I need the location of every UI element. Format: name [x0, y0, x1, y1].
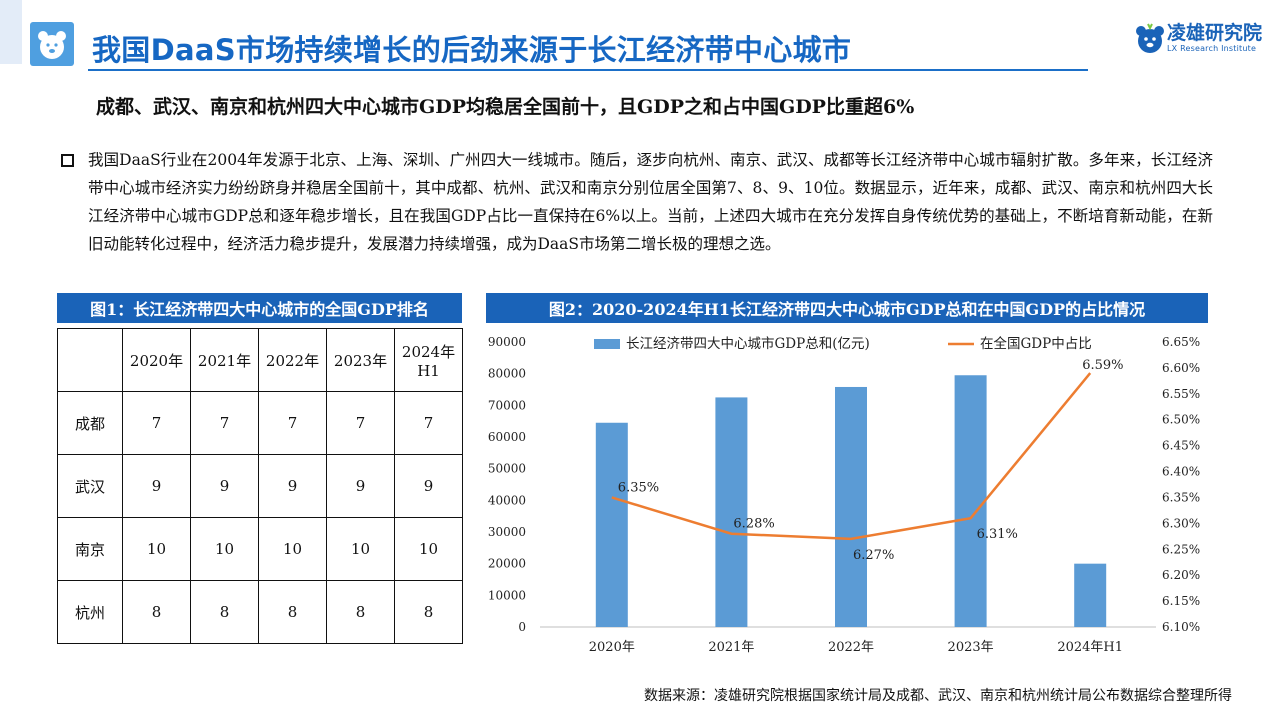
table-city-cell: 杭州 [57, 580, 123, 644]
y-right-tick-label: 6.60% [1162, 361, 1200, 375]
table-rank-cell: 7 [394, 391, 463, 455]
gdp-bar [1074, 563, 1107, 627]
table-header-year: 2021年 [190, 328, 259, 392]
table-header-year: 2022年 [258, 328, 327, 392]
share-data-label: 6.28% [733, 517, 774, 532]
y-right-tick-label: 6.10% [1162, 620, 1200, 634]
table-rank-cell: 7 [122, 391, 191, 455]
table-rank-cell: 7 [326, 391, 395, 455]
x-tick-label: 2021年 [708, 640, 754, 655]
x-tick-label: 2024年H1 [1057, 640, 1123, 655]
share-data-label: 6.27% [853, 548, 894, 563]
y-right-tick-label: 6.40% [1162, 465, 1200, 479]
brand-logo: 凌雄研究院 LX Research Institute [1133, 22, 1262, 54]
y-right-tick-label: 6.65% [1162, 335, 1200, 349]
table-rank-cell: 9 [122, 454, 191, 518]
table-rank-cell: 8 [190, 580, 259, 644]
y-left-tick-label: 70000 [488, 398, 526, 412]
page-title: 我国DaaS市场持续增长的后劲来源于长江经济带中心城市 [92, 33, 852, 67]
y-right-tick-label: 6.45% [1162, 439, 1200, 453]
table-rank-cell: 8 [122, 580, 191, 644]
table-rank-cell: 8 [258, 580, 327, 644]
y-left-tick-label: 20000 [488, 557, 526, 571]
y-left-tick-label: 40000 [488, 493, 526, 507]
share-line [611, 372, 1092, 541]
table-corner-cell [57, 328, 123, 392]
figure2-title: 图2：2020-2024年H1长江经济带四大中心城市GDP总和在中国GDP的占比… [486, 293, 1208, 323]
table-city-cell: 南京 [57, 517, 123, 581]
table-rank-cell: 9 [326, 454, 395, 518]
table-rank-cell: 10 [258, 517, 327, 581]
table-rank-cell: 10 [326, 517, 395, 581]
bear-logo-icon [30, 22, 74, 66]
y-left-tick-label: 0 [518, 620, 526, 634]
table-rank-cell: 8 [326, 580, 395, 644]
y-left-tick-label: 10000 [488, 588, 526, 602]
table-header-year: 2024年 H1 [394, 328, 463, 392]
legend-label-bar: 长江经济带四大中心城市GDP总和(亿元) [626, 335, 870, 352]
gdp-rank-table: 2020年 2021年 2022年 2023年 2024年 H1 成都 7 7 7 7 7 武汉 9 9 9… [57, 328, 463, 644]
table-city-cell: 成都 [57, 391, 123, 455]
gdp-bar [954, 375, 987, 627]
table-header-year: 2020年 [122, 328, 191, 392]
table-rank-cell: 7 [190, 391, 259, 455]
header-accent-bar [0, 0, 22, 64]
legend-swatch-bar [594, 339, 620, 349]
y-right-tick-label: 6.20% [1162, 568, 1200, 582]
legend-label-line: 在全国GDP中占比 [980, 335, 1092, 352]
share-data-label: 6.59% [1082, 358, 1123, 373]
gdp-bar [835, 386, 867, 627]
table-rank-cell: 10 [394, 517, 463, 581]
table-rank-cell: 10 [190, 517, 259, 581]
y-left-tick-label: 60000 [488, 430, 526, 444]
table-rank-cell: 9 [258, 454, 327, 518]
table-header-year: 2023年 [326, 328, 395, 392]
bullet-square-icon [61, 154, 74, 167]
y-right-tick-label: 6.15% [1162, 594, 1200, 608]
gdp-share-chart: 0 10000 20000 30000 40000 50000 60000 70000 8000… [488, 335, 1200, 655]
gdp-bar [715, 397, 748, 627]
y-right-tick-label: 6.50% [1162, 413, 1200, 427]
y-left-tick-label: 30000 [488, 525, 526, 539]
brand-bear-icon [1135, 23, 1164, 53]
data-source-note: 数据来源：凌雄研究院根据国家统计局及成都、武汉、南京和杭州统计局公布数据综合整理… [644, 688, 1232, 704]
x-tick-label: 2022年 [828, 640, 874, 655]
brand-name-en: LX Research Institute [1166, 44, 1257, 53]
table-rank-cell: 7 [258, 391, 327, 455]
title-underline [88, 69, 1088, 71]
table-row: 成都 7 7 7 7 7 [57, 391, 463, 455]
y-left-tick-label: 50000 [488, 462, 526, 476]
table-rank-cell: 9 [394, 454, 463, 518]
share-data-label: 6.35% [618, 480, 659, 495]
table-row: 武汉 9 9 9 9 9 [57, 454, 463, 518]
y-left-tick-label: 90000 [488, 335, 526, 349]
brand-name: 凌雄研究院 [1166, 22, 1262, 44]
x-tick-label: 2023年 [948, 640, 994, 655]
table-city-cell: 武汉 [57, 454, 123, 518]
table-rank-cell: 8 [394, 580, 463, 644]
figure1-title: 图1：长江经济带四大中心城市的全国GDP排名 [57, 293, 462, 323]
share-data-label: 6.31% [977, 527, 1018, 542]
x-tick-label: 2020年 [589, 640, 635, 655]
table-rank-cell: 10 [122, 517, 191, 581]
y-left-tick-label: 80000 [488, 367, 526, 381]
table-row: 南京 10 10 10 10 10 [57, 517, 463, 581]
key-finding-subtitle: 成都、武汉、南京和杭州四大中心城市GDP均稳居全国前十，且GDP之和占中国GDP… [96, 96, 915, 118]
y-right-tick-label: 6.30% [1162, 516, 1200, 530]
y-right-tick-label: 6.55% [1162, 387, 1200, 401]
y-right-tick-label: 6.35% [1162, 490, 1200, 504]
y-right-tick-label: 6.25% [1162, 542, 1200, 556]
body-paragraph: 我国DaaS行业在2004年发源于北京、上海、深圳、广州四大一线城市。随后，逐步… [88, 151, 1213, 253]
table-row: 杭州 8 8 8 8 8 [57, 580, 463, 644]
table-rank-cell: 9 [190, 454, 259, 518]
gdp-bar [595, 422, 628, 627]
